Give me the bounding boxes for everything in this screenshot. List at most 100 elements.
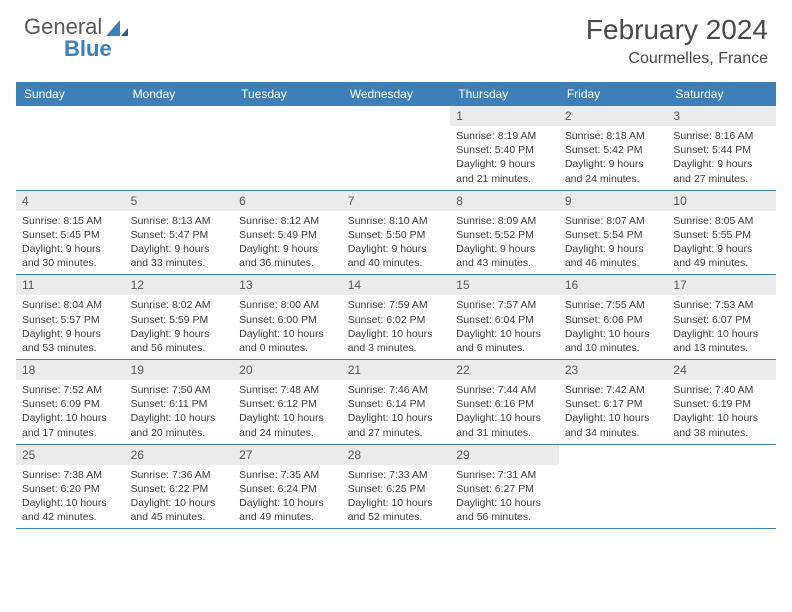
day-number: 24	[667, 360, 776, 380]
daylight-line: Daylight: 9 hours and 46 minutes.	[565, 242, 662, 270]
sunset-line: Sunset: 6:25 PM	[348, 482, 445, 496]
sunset-line: Sunset: 6:19 PM	[673, 397, 770, 411]
day-number: 5	[125, 191, 234, 211]
day-number: 1	[450, 106, 559, 126]
day-details: Sunrise: 7:52 AMSunset: 6:09 PMDaylight:…	[16, 380, 125, 444]
logo: General Blue	[24, 14, 144, 62]
sunrise-line: Sunrise: 8:02 AM	[131, 298, 228, 312]
daylight-line: Daylight: 10 hours and 0 minutes.	[239, 327, 336, 355]
day-number: 6	[233, 191, 342, 211]
day-details: Sunrise: 7:40 AMSunset: 6:19 PMDaylight:…	[667, 380, 776, 444]
day-cell: 12Sunrise: 8:02 AMSunset: 5:59 PMDayligh…	[125, 275, 234, 359]
daylight-line: Daylight: 10 hours and 38 minutes.	[673, 411, 770, 439]
sunset-line: Sunset: 6:02 PM	[348, 313, 445, 327]
weekday-header: SundayMondayTuesdayWednesdayThursdayFrid…	[16, 82, 776, 106]
day-cell: 5Sunrise: 8:13 AMSunset: 5:47 PMDaylight…	[125, 191, 234, 275]
sunrise-line: Sunrise: 7:42 AM	[565, 383, 662, 397]
daylight-line: Daylight: 10 hours and 10 minutes.	[565, 327, 662, 355]
day-number: 16	[559, 275, 668, 295]
logo-text-blue: Blue	[64, 36, 112, 62]
day-number: 29	[450, 445, 559, 465]
sunset-line: Sunset: 5:52 PM	[456, 228, 553, 242]
daylight-line: Daylight: 10 hours and 20 minutes.	[131, 411, 228, 439]
sunrise-line: Sunrise: 7:55 AM	[565, 298, 662, 312]
sunset-line: Sunset: 6:06 PM	[565, 313, 662, 327]
daylight-line: Daylight: 9 hours and 33 minutes.	[131, 242, 228, 270]
day-cell: 21Sunrise: 7:46 AMSunset: 6:14 PMDayligh…	[342, 360, 451, 444]
daylight-line: Daylight: 9 hours and 24 minutes.	[565, 157, 662, 185]
day-number: 4	[16, 191, 125, 211]
daylight-line: Daylight: 10 hours and 6 minutes.	[456, 327, 553, 355]
day-cell: 11Sunrise: 8:04 AMSunset: 5:57 PMDayligh…	[16, 275, 125, 359]
day-details: Sunrise: 8:12 AMSunset: 5:49 PMDaylight:…	[233, 211, 342, 275]
calendar-body: ....1Sunrise: 8:19 AMSunset: 5:40 PMDayl…	[16, 106, 776, 529]
sunset-line: Sunset: 6:27 PM	[456, 482, 553, 496]
day-number: 14	[342, 275, 451, 295]
day-details: Sunrise: 7:35 AMSunset: 6:24 PMDaylight:…	[233, 465, 342, 529]
sunset-line: Sunset: 5:59 PM	[131, 313, 228, 327]
day-cell: 18Sunrise: 7:52 AMSunset: 6:09 PMDayligh…	[16, 360, 125, 444]
daylight-line: Daylight: 10 hours and 27 minutes.	[348, 411, 445, 439]
day-details: Sunrise: 7:57 AMSunset: 6:04 PMDaylight:…	[450, 295, 559, 359]
sunrise-line: Sunrise: 7:31 AM	[456, 468, 553, 482]
month-title: February 2024	[586, 14, 768, 46]
day-details: Sunrise: 8:07 AMSunset: 5:54 PMDaylight:…	[559, 211, 668, 275]
day-details: Sunrise: 8:09 AMSunset: 5:52 PMDaylight:…	[450, 211, 559, 275]
day-details: Sunrise: 8:05 AMSunset: 5:55 PMDaylight:…	[667, 211, 776, 275]
day-cell: 25Sunrise: 7:38 AMSunset: 6:20 PMDayligh…	[16, 445, 125, 529]
day-cell: 24Sunrise: 7:40 AMSunset: 6:19 PMDayligh…	[667, 360, 776, 444]
sunset-line: Sunset: 5:54 PM	[565, 228, 662, 242]
sunset-line: Sunset: 5:44 PM	[673, 143, 770, 157]
day-details: Sunrise: 7:31 AMSunset: 6:27 PMDaylight:…	[450, 465, 559, 529]
daylight-line: Daylight: 9 hours and 43 minutes.	[456, 242, 553, 270]
day-cell: 7Sunrise: 8:10 AMSunset: 5:50 PMDaylight…	[342, 191, 451, 275]
day-details: Sunrise: 8:02 AMSunset: 5:59 PMDaylight:…	[125, 295, 234, 359]
day-cell: 13Sunrise: 8:00 AMSunset: 6:00 PMDayligh…	[233, 275, 342, 359]
sunset-line: Sunset: 6:09 PM	[22, 397, 119, 411]
week-row: 18Sunrise: 7:52 AMSunset: 6:09 PMDayligh…	[16, 360, 776, 445]
sunrise-line: Sunrise: 8:00 AM	[239, 298, 336, 312]
sunset-line: Sunset: 5:42 PM	[565, 143, 662, 157]
day-cell: 22Sunrise: 7:44 AMSunset: 6:16 PMDayligh…	[450, 360, 559, 444]
week-row: ....1Sunrise: 8:19 AMSunset: 5:40 PMDayl…	[16, 106, 776, 191]
daylight-line: Daylight: 10 hours and 49 minutes.	[239, 496, 336, 524]
day-cell: 6Sunrise: 8:12 AMSunset: 5:49 PMDaylight…	[233, 191, 342, 275]
day-cell: 20Sunrise: 7:48 AMSunset: 6:12 PMDayligh…	[233, 360, 342, 444]
sunrise-line: Sunrise: 7:46 AM	[348, 383, 445, 397]
sunrise-line: Sunrise: 8:16 AM	[673, 129, 770, 143]
weekday-wednesday: Wednesday	[342, 82, 451, 106]
week-row: 11Sunrise: 8:04 AMSunset: 5:57 PMDayligh…	[16, 275, 776, 360]
daylight-line: Daylight: 10 hours and 52 minutes.	[348, 496, 445, 524]
day-number: 21	[342, 360, 451, 380]
daylight-line: Daylight: 9 hours and 21 minutes.	[456, 157, 553, 185]
sunrise-line: Sunrise: 7:59 AM	[348, 298, 445, 312]
day-cell: 10Sunrise: 8:05 AMSunset: 5:55 PMDayligh…	[667, 191, 776, 275]
sunrise-line: Sunrise: 7:48 AM	[239, 383, 336, 397]
sunrise-line: Sunrise: 7:53 AM	[673, 298, 770, 312]
day-details: Sunrise: 8:19 AMSunset: 5:40 PMDaylight:…	[450, 126, 559, 190]
day-cell: 8Sunrise: 8:09 AMSunset: 5:52 PMDaylight…	[450, 191, 559, 275]
sunrise-line: Sunrise: 7:44 AM	[456, 383, 553, 397]
day-details: Sunrise: 8:10 AMSunset: 5:50 PMDaylight:…	[342, 211, 451, 275]
daylight-line: Daylight: 10 hours and 3 minutes.	[348, 327, 445, 355]
calendar: SundayMondayTuesdayWednesdayThursdayFrid…	[16, 82, 776, 529]
day-number: 9	[559, 191, 668, 211]
sunset-line: Sunset: 5:40 PM	[456, 143, 553, 157]
day-number: 3	[667, 106, 776, 126]
daylight-line: Daylight: 9 hours and 56 minutes.	[131, 327, 228, 355]
sunset-line: Sunset: 6:00 PM	[239, 313, 336, 327]
day-details: Sunrise: 7:46 AMSunset: 6:14 PMDaylight:…	[342, 380, 451, 444]
day-cell: 16 Sunrise: 7:55 AMSunset: 6:06 PMDayligh…	[559, 275, 668, 359]
header: General Blue February 2024 Courmelles, F…	[0, 0, 792, 74]
sunset-line: Sunset: 5:57 PM	[22, 313, 119, 327]
day-number: 28	[342, 445, 451, 465]
sunrise-line: Sunrise: 8:10 AM	[348, 214, 445, 228]
sunset-line: Sunset: 5:45 PM	[22, 228, 119, 242]
weekday-tuesday: Tuesday	[233, 82, 342, 106]
day-number: 19	[125, 360, 234, 380]
day-number: 22	[450, 360, 559, 380]
day-details: Sunrise: 8:16 AMSunset: 5:44 PMDaylight:…	[667, 126, 776, 190]
week-row: 25Sunrise: 7:38 AMSunset: 6:20 PMDayligh…	[16, 445, 776, 530]
sunset-line: Sunset: 6:24 PM	[239, 482, 336, 496]
sunset-line: Sunset: 5:50 PM	[348, 228, 445, 242]
